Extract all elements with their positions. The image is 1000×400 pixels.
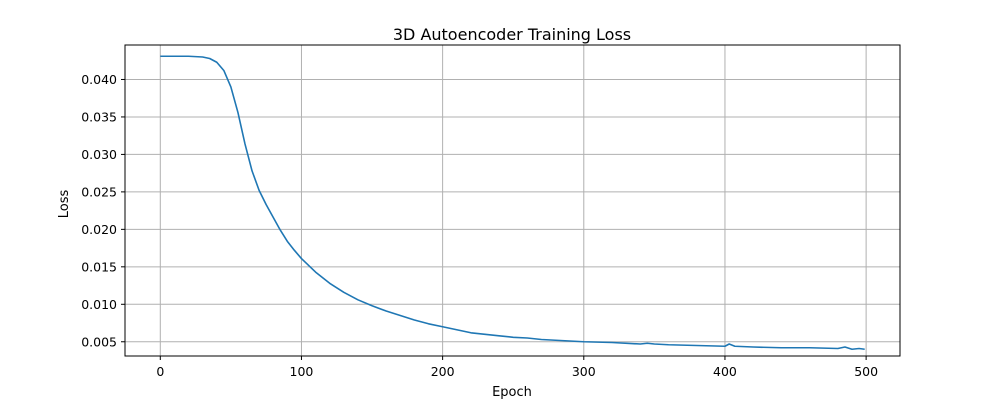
y-tick-label: 0.025: [81, 184, 117, 199]
x-tick-label: 400: [713, 364, 737, 379]
y-tick-label: 0.035: [81, 109, 117, 124]
x-tick-label: 500: [854, 364, 878, 379]
grid-lines: [125, 45, 900, 356]
plot-frame: [124, 44, 901, 357]
y-tick-label: 0.010: [81, 297, 117, 312]
x-tick-label: 100: [290, 364, 314, 379]
x-tick-label: 300: [572, 364, 596, 379]
axis-ticks: 0 100 200 300 400 500 0.005 0.010 0.015 0.020 0.02…: [81, 72, 878, 379]
y-tick-label: 0.005: [81, 334, 117, 349]
x-tick-label: 0: [156, 364, 164, 379]
y-tick-label: 0.030: [81, 147, 117, 162]
x-tick-label: 200: [431, 364, 455, 379]
y-tick-label: 0.015: [81, 259, 117, 274]
x-axis-label: Epoch: [492, 385, 532, 400]
loss-series-line: [160, 55, 865, 351]
y-tick-label: 0.040: [81, 72, 117, 87]
chart-title: 3D Autoencoder Training Loss: [393, 25, 631, 44]
y-tick-label: 0.020: [81, 222, 117, 237]
y-axis-label: Loss: [57, 190, 72, 219]
